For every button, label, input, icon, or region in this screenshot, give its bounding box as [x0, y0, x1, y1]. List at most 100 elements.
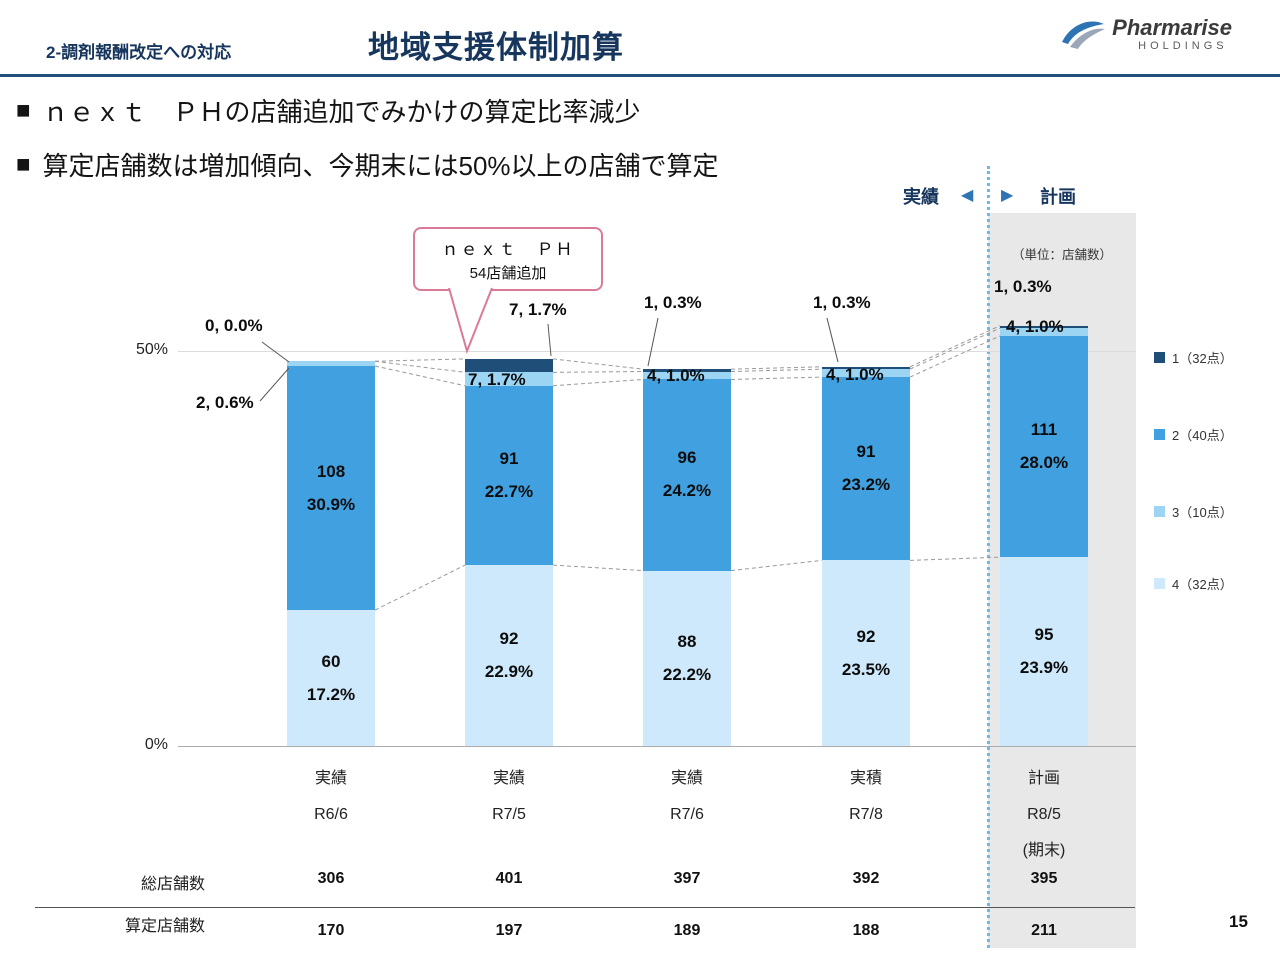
legend-label: 3（10点）: [1172, 505, 1233, 520]
legend-swatch: [1154, 506, 1165, 517]
segment-count: 88: [677, 631, 697, 651]
chart-legend: 1（32点） 2（40点） 3（10点） 4（32点）: [1154, 0, 1274, 700]
legend-swatch: [1154, 352, 1165, 363]
bar-segment-series2-col2: [465, 385, 553, 566]
segment-percent: 22.7%: [484, 481, 534, 501]
bullet-marker: ■: [16, 96, 31, 124]
segment-percent: 23.9%: [1019, 658, 1069, 678]
category-kind-label: 実積: [849, 770, 882, 787]
bar-segment-series1-col3: [643, 369, 731, 372]
bar-segment-series2-col3: [643, 379, 731, 571]
category-period-label: R7/6: [670, 806, 704, 823]
bullet-text: 算定店舗数は増加傾向、今期末には50%以上の店舗で算定: [42, 151, 719, 181]
segment-value-label: 92 23.5%: [822, 560, 910, 746]
segment-percent: 22.2%: [662, 664, 712, 684]
bar-segment-series4-col3: [643, 570, 731, 746]
table-row-label: 総店舗数: [140, 876, 205, 893]
table-cell: 306: [317, 870, 345, 887]
segment-value-label: 92 22.9%: [465, 565, 553, 746]
nav-actual-label: 実績: [903, 187, 939, 207]
table-cell: 189: [673, 922, 701, 939]
category-period-note: (期末): [1022, 842, 1066, 859]
company-logo: Pharmarise HOLDINGS: [1060, 15, 1232, 57]
segment-count: 91: [856, 442, 876, 462]
segment-percent: 23.5%: [841, 659, 891, 679]
arrow-right-icon: ▶: [1001, 187, 1014, 204]
segment-percent: 30.9%: [306, 494, 356, 514]
logo-name: Pharmarise: [1112, 15, 1232, 40]
legend-swatch: [1154, 578, 1165, 589]
bar-segment-series3-col5: [1000, 328, 1088, 336]
bullet-marker: ■: [16, 150, 31, 178]
table-divider: [35, 907, 1135, 908]
page-number: 15: [1229, 912, 1248, 931]
bar-segment-series1-col4: [822, 366, 910, 370]
segment-percent: 22.9%: [484, 662, 534, 682]
segment-count: 60: [321, 651, 341, 671]
segment-value-label: 111 28.0%: [1000, 336, 1088, 557]
bar-segment-series4-col4: [822, 560, 910, 747]
bar-segment-series2-col1: [287, 366, 375, 611]
arrow-left-icon: ◀: [961, 187, 974, 204]
segment-count: 91: [499, 448, 519, 468]
segment-value-label: 96 24.2%: [643, 379, 731, 570]
segment-value-label: 91 23.2%: [822, 377, 910, 560]
page-title: 地域支援体制加算: [368, 30, 624, 65]
bar-segment-series1-col5: [1000, 325, 1088, 329]
segment-value-label: 95 23.9%: [1000, 557, 1088, 746]
logo-subtitle: HOLDINGS: [1138, 40, 1228, 53]
legend-item-series3: 3（10点）: [1154, 502, 1233, 521]
table-cell: 395: [1030, 870, 1058, 887]
nav-plan-label: 計画: [1040, 187, 1076, 207]
segment-count: 95: [1034, 625, 1054, 645]
segment-value-label: 60 17.2%: [287, 610, 375, 746]
callout-line2: 54店舗追加: [469, 265, 547, 282]
bar-segment-series3-col4: [822, 369, 910, 378]
bar-segment-series1-col2: [465, 358, 553, 373]
header-divider: [0, 74, 1280, 77]
bar-segment-series4-col5: [1000, 557, 1088, 746]
y-tick-0: 0%: [144, 736, 168, 753]
category-kind-label: 計画: [1027, 770, 1060, 787]
legend-label: 2（40点）: [1172, 428, 1233, 443]
segment-value-label: 108 30.9%: [287, 366, 375, 610]
segment-percent: 17.2%: [306, 684, 356, 704]
bar-segment-series4-col1: [287, 610, 375, 746]
table-cell: 397: [673, 870, 701, 887]
section-label: 2-調剤報酬改定への対応: [46, 43, 232, 62]
category-kind-label: 実績: [492, 770, 525, 787]
legend-item-series2: 2（40点）: [1154, 425, 1233, 444]
bar-segment-series4-col2: [465, 565, 553, 746]
category-period-label: R7/5: [492, 806, 526, 823]
callout-line1: ｎｅｘｔ ＰＨ: [441, 240, 575, 259]
bar-segment-series2-col4: [822, 377, 910, 561]
callout-next-ph: ｎｅｘｔ ＰＨ 54店舗追加: [413, 227, 603, 291]
logo-swoosh-icon: [1060, 16, 1106, 57]
bullet-line-2: ■ 算定店舗数は増加傾向、今期末には50%以上の店舗で算定: [16, 146, 719, 183]
segment-count: 108: [316, 461, 346, 481]
bar-segment-series3-col1: [287, 361, 375, 366]
category-period-label: R6/6: [314, 806, 348, 823]
segment-count: 92: [856, 626, 876, 646]
table-cell: 188: [852, 922, 880, 939]
table-cell: 392: [852, 870, 880, 887]
segment-count: 96: [677, 448, 697, 468]
bar-segment-series3-col2: [465, 372, 553, 386]
segment-value-label: 91 22.7%: [465, 386, 553, 565]
legend-item-series1: 1（32点）: [1154, 348, 1233, 367]
legend-swatch: [1154, 429, 1165, 440]
category-kind-label: 実績: [314, 770, 347, 787]
bullet-line-1: ■ ｎｅｘｔ ＰＨの店舗追加でみかけの算定比率減少: [16, 92, 641, 129]
table-cell: 170: [317, 922, 345, 939]
bar-segment-series3-col3: [643, 371, 731, 380]
category-kind-label: 実績: [670, 770, 703, 787]
segment-percent: 23.2%: [841, 475, 891, 495]
segment-percent: 28.0%: [1019, 453, 1069, 473]
segment-percent: 24.2%: [662, 481, 712, 501]
x-axis-line: [178, 746, 1136, 747]
legend-item-series4: 4（32点）: [1154, 574, 1233, 593]
bullet-text: ｎｅｘｔ ＰＨの店舗追加でみかけの算定比率減少: [42, 97, 641, 127]
